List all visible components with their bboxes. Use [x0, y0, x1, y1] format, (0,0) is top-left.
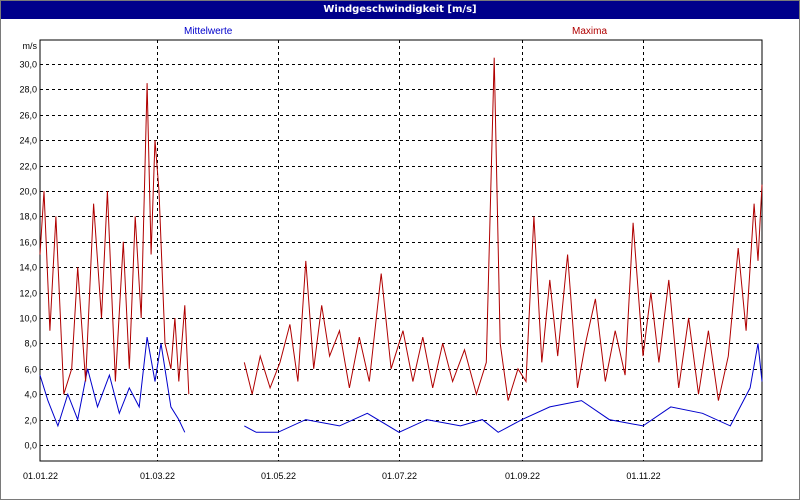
- x-tick-label: 01.09.22: [505, 471, 540, 481]
- y-tick-label: 30,0: [19, 60, 37, 70]
- legend-mittelwerte: Mittelwerte: [184, 26, 233, 37]
- x-tick-label: 01.07.22: [382, 471, 417, 481]
- legend-maxima: Maxima: [572, 26, 608, 37]
- y-tick-label: 6,0: [24, 365, 37, 375]
- y-tick-label: 2,0: [24, 416, 37, 426]
- chart-title: Windgeschwindigkeit [m/s]: [1, 1, 799, 19]
- x-tick-label: 01.01.22: [23, 471, 58, 481]
- y-tick-label: 4,0: [24, 390, 37, 400]
- series-line-maxima: [243, 57, 763, 401]
- plot-frame: [39, 39, 763, 462]
- y-tick-label: 26,0: [19, 111, 37, 121]
- y-axis-label: m/s: [23, 41, 38, 51]
- y-tick-label: 10,0: [19, 314, 37, 324]
- x-tick-label: 01.11.22: [626, 471, 660, 481]
- y-tick-label: 0,0: [24, 441, 37, 451]
- y-tick-label: 18,0: [19, 212, 37, 222]
- y-tick-label: 8,0: [24, 339, 37, 349]
- x-tick-label: 01.05.22: [261, 471, 296, 481]
- y-tick-label: 24,0: [19, 136, 37, 146]
- y-tick-label: 14,0: [19, 263, 37, 273]
- series-line-mittelwerte: [244, 343, 763, 433]
- y-tick-label: 12,0: [19, 289, 37, 299]
- y-tick-label: 16,0: [19, 238, 37, 248]
- series-line-maxima: [39, 83, 190, 395]
- y-tick-label: 28,0: [19, 85, 37, 95]
- y-tick-label: 20,0: [19, 187, 37, 197]
- series-line-mittelwerte: [39, 337, 186, 433]
- y-tick-label: 22,0: [19, 162, 37, 172]
- x-tick-label: 01.03.22: [140, 471, 175, 481]
